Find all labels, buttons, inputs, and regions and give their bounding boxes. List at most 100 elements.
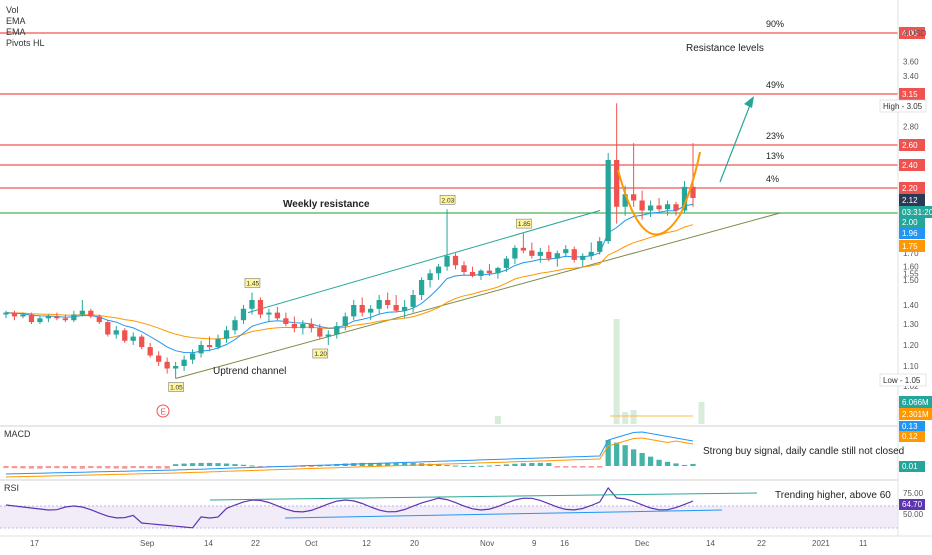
candle[interactable] [122, 328, 128, 343]
candle[interactable] [266, 308, 272, 323]
candle[interactable] [486, 263, 493, 276]
candle[interactable] [690, 143, 696, 207]
rsi-axis-tag: 75.00 [903, 489, 924, 498]
candle[interactable] [368, 305, 374, 321]
candle[interactable] [156, 351, 162, 366]
candle[interactable] [88, 308, 94, 319]
candle[interactable] [537, 247, 543, 263]
time-axis-tick: 14 [204, 539, 213, 548]
candle[interactable] [257, 297, 264, 319]
candle[interactable] [291, 316, 297, 333]
candle[interactable] [54, 312, 60, 321]
candle[interactable] [597, 237, 603, 255]
candle[interactable] [614, 103, 620, 224]
candle[interactable] [639, 190, 645, 220]
candle[interactable] [418, 277, 425, 300]
candle[interactable] [427, 269, 433, 288]
candle[interactable] [393, 295, 399, 313]
macd-hist-bar [376, 463, 382, 466]
candle[interactable] [503, 255, 510, 272]
candle[interactable] [385, 292, 391, 309]
candle[interactable] [283, 312, 289, 327]
candle[interactable] [249, 292, 255, 315]
candle[interactable] [96, 314, 102, 325]
candle[interactable] [681, 181, 688, 213]
candle[interactable] [580, 253, 586, 267]
candle[interactable] [520, 233, 526, 254]
candle[interactable] [206, 336, 213, 352]
candle[interactable] [11, 310, 18, 321]
candle[interactable] [351, 300, 357, 321]
candle[interactable] [444, 209, 450, 271]
candle[interactable] [240, 305, 247, 324]
candle[interactable] [588, 242, 594, 260]
candle[interactable] [376, 295, 382, 315]
earnings-marker-icon[interactable] [156, 404, 170, 418]
resistance-pct-3: 13% [766, 151, 784, 161]
candle[interactable] [20, 312, 26, 319]
candle[interactable] [554, 250, 560, 267]
svg-text:1.85: 1.85 [518, 221, 531, 228]
macd-hist-bar [156, 466, 162, 469]
candle[interactable] [342, 312, 348, 331]
candle[interactable] [181, 355, 187, 372]
candle[interactable] [223, 326, 230, 343]
candle[interactable] [563, 245, 569, 258]
pivot-label-4: 1.85 [516, 218, 532, 229]
candle[interactable] [28, 312, 35, 324]
weekly-resistance-label: Weekly resistance [283, 199, 370, 210]
candle[interactable] [631, 143, 637, 207]
candle[interactable] [469, 266, 476, 278]
candle[interactable] [232, 316, 238, 335]
candle[interactable] [308, 318, 314, 333]
candle[interactable] [571, 246, 577, 263]
volume-bar-4 [698, 402, 705, 424]
time-axis-tick: 22 [251, 539, 260, 548]
candle[interactable] [3, 310, 9, 319]
candle[interactable] [664, 200, 671, 216]
candle[interactable] [495, 266, 501, 279]
candle[interactable] [62, 314, 68, 323]
candle[interactable] [546, 245, 552, 262]
candle[interactable] [512, 245, 518, 264]
candle[interactable] [410, 290, 416, 313]
indicator-vol[interactable]: Vol [6, 5, 19, 15]
candle[interactable] [461, 261, 467, 275]
candle[interactable] [79, 300, 85, 317]
candle[interactable] [435, 263, 442, 280]
candle[interactable] [37, 316, 43, 324]
candle[interactable] [359, 297, 365, 317]
candle[interactable] [139, 334, 145, 350]
indicator-pivots[interactable]: Pivots HL [6, 38, 45, 48]
candle[interactable] [198, 340, 204, 358]
candle[interactable] [105, 320, 111, 337]
candle[interactable] [673, 201, 679, 216]
candle[interactable] [605, 153, 611, 244]
candle[interactable] [189, 349, 196, 364]
candle[interactable] [274, 306, 281, 321]
candle[interactable] [529, 242, 535, 259]
candle[interactable] [402, 300, 408, 319]
candle[interactable] [334, 322, 340, 339]
candle[interactable] [215, 334, 221, 350]
channel-lower-line [175, 212, 781, 379]
candle[interactable] [173, 361, 179, 379]
macd-hist-bar [647, 456, 654, 466]
candle[interactable] [300, 320, 306, 335]
candle[interactable] [478, 269, 484, 280]
candle[interactable] [656, 198, 662, 212]
candle[interactable] [130, 332, 136, 345]
indicator-ema-2[interactable]: EMA [6, 27, 26, 37]
indicator-ema-1[interactable]: EMA [6, 16, 26, 26]
candle[interactable] [164, 357, 170, 374]
candle[interactable] [317, 324, 323, 339]
candle[interactable] [452, 253, 459, 270]
candle[interactable] [147, 342, 153, 358]
candle[interactable] [71, 310, 77, 323]
candle[interactable] [647, 200, 654, 218]
resistance-pct-0: 90% [766, 19, 784, 29]
candle[interactable] [325, 330, 331, 345]
candle[interactable] [45, 314, 52, 323]
candle[interactable] [113, 326, 119, 339]
